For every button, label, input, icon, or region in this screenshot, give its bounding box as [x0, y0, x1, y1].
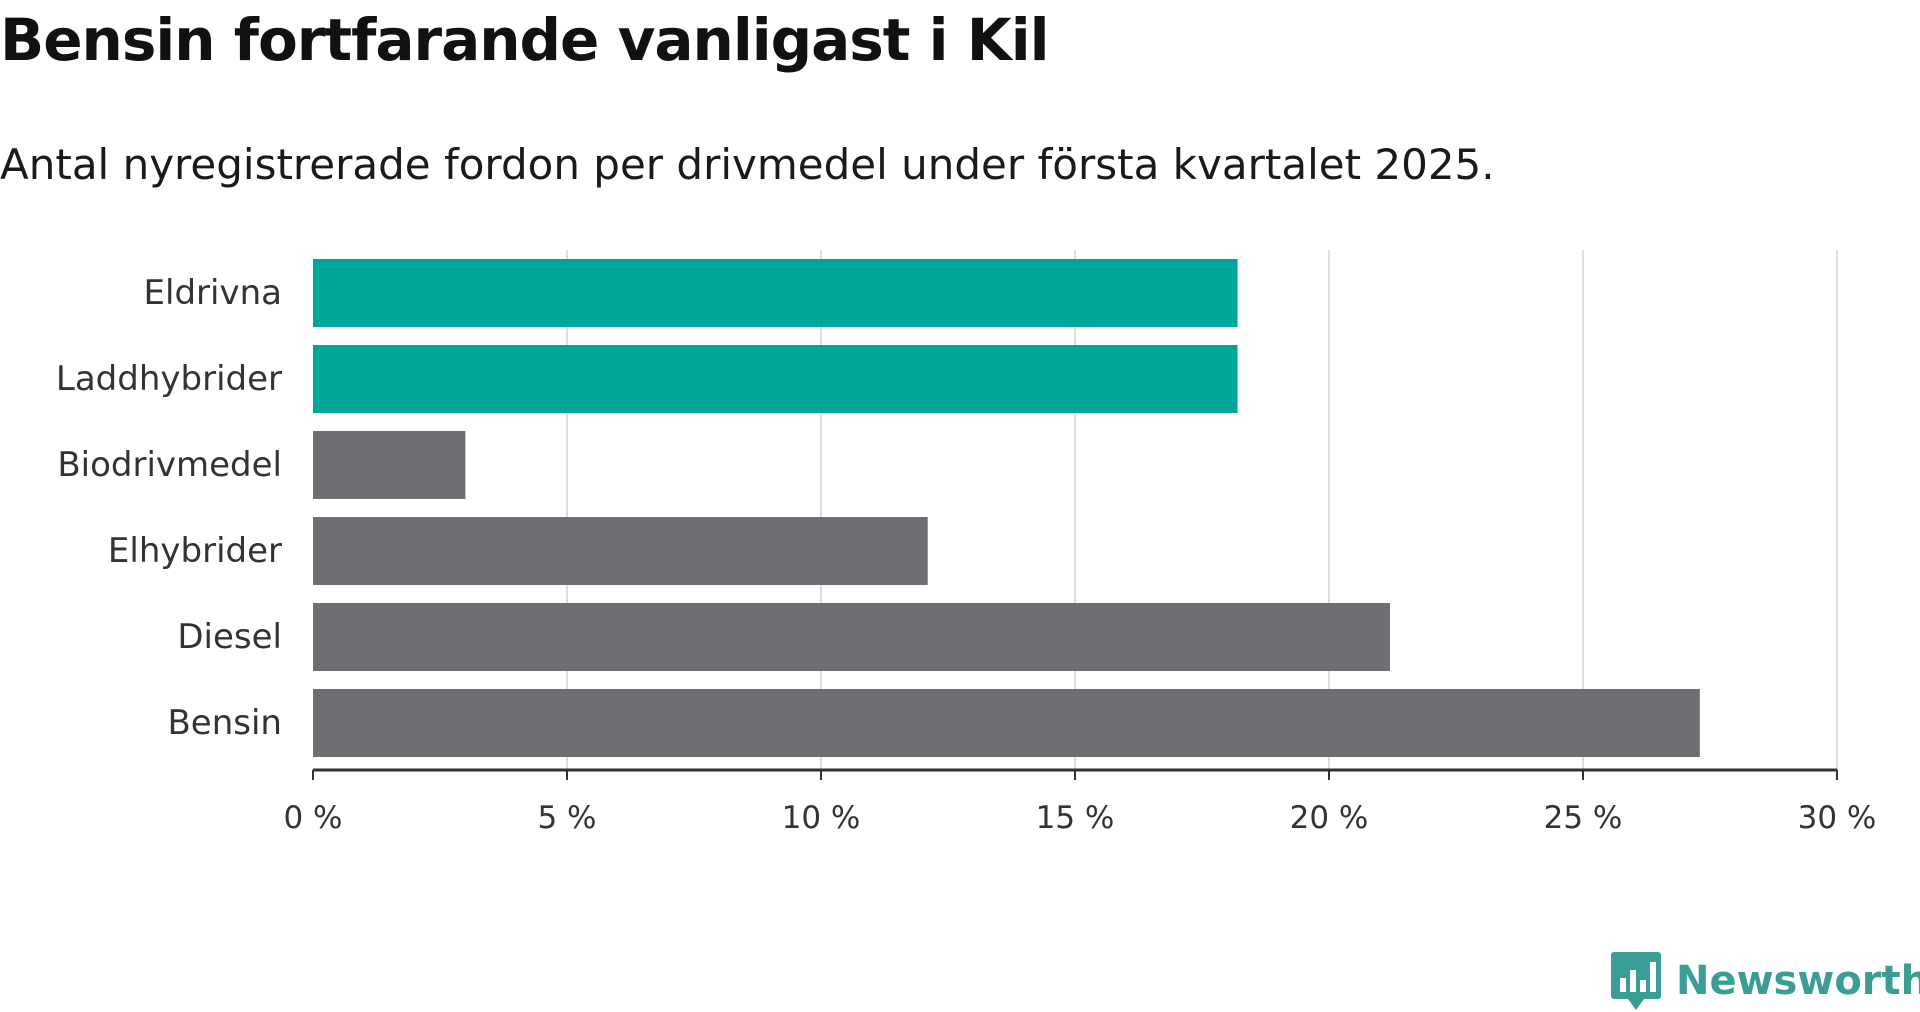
category-label: Laddhybrider: [56, 359, 282, 399]
category-label: Elhybrider: [108, 531, 282, 571]
bar-eldrivna: [313, 259, 1238, 327]
bar-biodrivmedel: [313, 431, 466, 499]
x-tick-label: 10 %: [782, 800, 861, 836]
category-label: Biodrivmedel: [57, 445, 282, 485]
x-tick-label: 25 %: [1544, 800, 1623, 836]
x-tick-label: 15 %: [1036, 800, 1115, 836]
chart-subtitle: Antal nyregistrerade fordon per drivmede…: [0, 140, 1495, 189]
bars: [313, 259, 1700, 757]
category-label: Diesel: [177, 617, 282, 657]
x-tick-label: 20 %: [1290, 800, 1369, 836]
bar-elhybrider: [313, 517, 928, 585]
bar-bensin: [313, 689, 1700, 757]
chart-title: Bensin fortfarande vanligast i Kil: [0, 6, 1049, 74]
bar-laddhybrider: [313, 345, 1238, 413]
newsworthy-logo-icon: [1611, 952, 1661, 1010]
newsworthy-logo: Newsworthy: [1610, 950, 1920, 1012]
category-label: Eldrivna: [144, 273, 282, 313]
bar-diesel: [313, 603, 1390, 671]
x-axis: 0 % 5 % 10 % 15 % 20 % 25 % 30 %: [283, 768, 1877, 836]
x-tick-label: 30 %: [1798, 800, 1877, 836]
category-label: Bensin: [167, 703, 282, 743]
logo-text: Newsworthy: [1676, 958, 1920, 1004]
x-tick-label: 5 %: [537, 800, 596, 836]
category-labels: Eldrivna Laddhybrider Biodrivmedel Elhybrid…: [56, 273, 282, 743]
bar-chart: Eldrivna Laddhybrider Biodrivmedel Elhybrid…: [56, 250, 1877, 836]
grid-lines: [566, 250, 1838, 770]
x-tick-label: 0 %: [283, 800, 342, 836]
